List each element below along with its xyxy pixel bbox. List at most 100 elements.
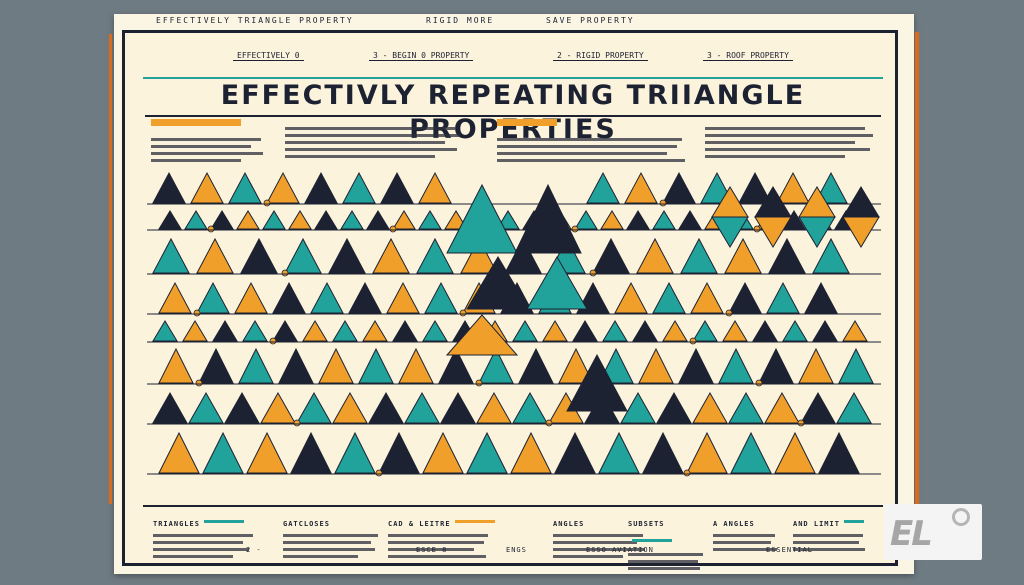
triangle-shape <box>358 347 394 384</box>
bottom-strip: 2 - ESCE 8 ENGS ESSO AVIATION ESSENTIAL <box>126 546 896 556</box>
vertex-dot <box>755 379 763 387</box>
triangle-shape <box>842 186 880 218</box>
triangle-shape <box>196 281 230 314</box>
vertex-dot <box>659 199 667 207</box>
footer-column: CAD & LEITRE <box>388 511 498 559</box>
triangle-shape <box>386 281 420 314</box>
vertex-dot <box>207 225 215 233</box>
triangle-shape <box>504 237 542 274</box>
triangle-shape <box>424 281 458 314</box>
triangle-shape <box>272 281 306 314</box>
triangle-shape <box>262 210 286 230</box>
triangle-shape <box>800 391 836 424</box>
triangle-shape <box>526 255 588 310</box>
triangle-shape <box>758 347 794 384</box>
triangle-shape <box>422 320 448 342</box>
triangle-shape <box>228 171 262 204</box>
triangle-shape <box>711 216 749 248</box>
inner-frame: EFFECTIVELY 0 3 - BEGIN 0 PROPERTY 2 - R… <box>122 30 898 570</box>
triangle-shape <box>210 210 234 230</box>
triangle-shape <box>366 210 390 230</box>
triangle-shape <box>190 171 224 204</box>
top-strip-text: SAVE PROPERTY <box>546 16 635 25</box>
triangle-shape <box>340 210 364 230</box>
triangle-shape <box>212 320 238 342</box>
text-block <box>151 115 271 167</box>
triangle-shape <box>202 431 244 474</box>
vertex-dot <box>545 419 553 427</box>
triangle-shape <box>445 314 519 356</box>
footer-column: GATCLOSES <box>283 511 383 559</box>
triangle-shape <box>836 391 872 424</box>
triangle-shape <box>798 216 836 248</box>
triangle-shape <box>416 237 454 274</box>
triangle-shape <box>224 391 260 424</box>
triangle-shape <box>554 431 596 474</box>
triangle-shape <box>812 237 850 274</box>
triangle-shape <box>728 281 762 314</box>
triangle-shape <box>558 347 594 384</box>
vertex-dot <box>281 269 289 277</box>
triangle-shape <box>624 171 658 204</box>
triangle-shape <box>328 237 366 274</box>
triangle-shape <box>392 320 418 342</box>
poster: EFFECTIVELY TRIANGLE PROPERTY RIGID MORE… <box>109 14 919 574</box>
triangle-shape <box>586 171 620 204</box>
footer-column: AND LIMIT <box>793 511 873 559</box>
triangle-shape <box>774 431 816 474</box>
triangle-shape <box>718 347 754 384</box>
triangle-shape <box>296 391 332 424</box>
vertex-dot <box>459 309 467 317</box>
triangle-shape <box>332 391 368 424</box>
triangle-shape <box>476 391 512 424</box>
triangle-shape <box>380 171 414 204</box>
triangle-shape <box>602 320 628 342</box>
triangle-shape <box>566 353 628 412</box>
triangle-illustrations <box>147 171 881 477</box>
vertex-dot <box>389 225 397 233</box>
triangle-shape <box>722 320 748 342</box>
vertex-dot <box>797 419 805 427</box>
triangle-shape <box>198 347 234 384</box>
triangle-shape <box>158 347 194 384</box>
triangle-shape <box>842 216 880 248</box>
triangle-shape <box>798 347 834 384</box>
triangle-shape <box>652 281 686 314</box>
footer-column: A ANGLES <box>713 511 783 559</box>
triangle-shape <box>752 320 778 342</box>
triangle-shape <box>804 281 838 314</box>
header-tab: 3 - ROOF PROPERTY <box>703 51 793 61</box>
triangle-shape <box>662 171 696 204</box>
triangle-shape <box>278 347 314 384</box>
bottom-strip-text: 2 - <box>246 546 262 554</box>
triangle-shape <box>510 431 552 474</box>
vertex-dot <box>195 379 203 387</box>
bottom-strip-text: ESCE 8 <box>416 546 448 554</box>
bottom-strip-text: ENGS <box>506 546 527 554</box>
triangle-shape <box>620 391 656 424</box>
triangle-shape <box>152 391 188 424</box>
triangle-shape <box>730 431 772 474</box>
triangle-shape <box>332 320 358 342</box>
top-strip: EFFECTIVELY TRIANGLE PROPERTY RIGID MORE… <box>126 16 896 28</box>
triangle-shape <box>574 210 598 230</box>
triangle-shape <box>766 281 800 314</box>
triangle-shape <box>678 347 714 384</box>
triangle-shape <box>242 320 268 342</box>
triangle-shape <box>572 320 598 342</box>
triangle-shape <box>302 320 328 342</box>
triangle-shape <box>378 431 420 474</box>
vertex-dot <box>375 469 383 477</box>
footer-column: SUBSETS <box>628 511 708 570</box>
triangle-shape <box>238 347 274 384</box>
triangle-shape <box>738 171 772 204</box>
triangle-shape <box>246 431 288 474</box>
logo-dot-icon <box>952 508 970 526</box>
triangle-shape <box>342 171 376 204</box>
triangle-shape <box>362 320 388 342</box>
triangle-shape <box>188 391 224 424</box>
vertex-dot <box>753 225 761 233</box>
triangle-shape <box>234 281 268 314</box>
triangle-shape <box>542 320 568 342</box>
logo-text: EL <box>890 514 933 554</box>
